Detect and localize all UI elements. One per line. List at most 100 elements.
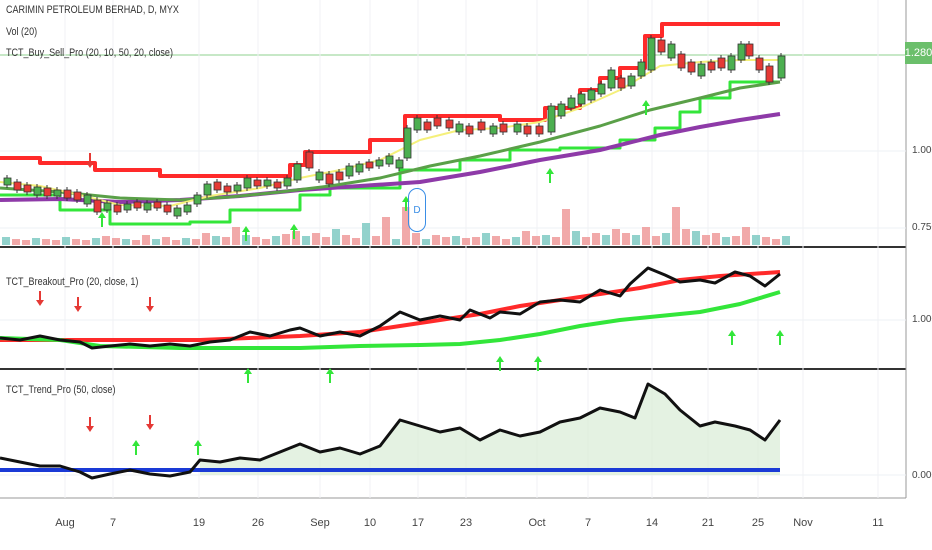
buy-arrow-icon — [642, 100, 650, 115]
candle-body — [163, 204, 172, 213]
volume-bar — [562, 209, 570, 245]
candle-body — [445, 119, 454, 129]
candle-body — [83, 194, 92, 205]
volume-bar — [482, 233, 490, 245]
volume-bar — [252, 237, 260, 245]
candle-body — [755, 57, 764, 71]
volume-bar — [82, 240, 90, 245]
volume-bar — [382, 217, 390, 245]
volume-bar — [752, 235, 760, 245]
candle-body — [477, 121, 486, 131]
volume-bar — [272, 236, 280, 245]
breakout-indicator-label: TCT_Breakout_Pro (20, close, 1) — [6, 276, 139, 288]
volume-bar — [232, 227, 240, 245]
candle-body — [183, 204, 192, 213]
sell-arrow-icon — [74, 297, 82, 312]
volume-bar — [692, 231, 700, 245]
candle-body — [433, 117, 442, 127]
buy-arrow-icon — [132, 440, 140, 455]
volume-bar — [632, 235, 640, 245]
candle-body — [3, 177, 12, 186]
candle-body — [607, 69, 616, 89]
x-tick: 7 — [109, 517, 117, 529]
candle-body — [355, 163, 364, 173]
candle-body — [567, 97, 576, 109]
volume-bar — [422, 239, 430, 245]
volume-bar — [172, 240, 180, 245]
candle-body — [523, 125, 532, 135]
slow-ma-line — [0, 112, 781, 204]
volume-bar — [582, 237, 590, 245]
volume-bar — [52, 240, 60, 245]
candle-body — [365, 161, 374, 169]
breakout-price-line — [0, 266, 781, 350]
volume-bar — [432, 235, 440, 245]
symbol-title: CARIMIN PETROLEUM BERHAD, D, MYX — [6, 4, 179, 16]
candle-body — [617, 77, 626, 89]
x-tick: 11 — [872, 517, 884, 529]
trend-indicator-label: TCT_Trend_Pro (50, close) — [6, 384, 116, 396]
volume-bar — [12, 239, 20, 245]
candle-body — [305, 151, 314, 169]
candle-body — [489, 125, 498, 135]
buy-arrow-icon — [326, 368, 334, 383]
candle-body — [647, 37, 656, 71]
volume-bar — [722, 237, 730, 245]
x-tick: 14 — [645, 517, 659, 529]
volume-bar — [652, 236, 660, 245]
volume-bar — [682, 229, 690, 245]
dividend-event-badge[interactable]: D — [408, 188, 426, 232]
volume-bar — [522, 231, 530, 245]
x-tick: 23 — [459, 517, 473, 529]
candle-body — [637, 61, 646, 77]
volume-bar — [462, 238, 470, 245]
candle-body — [113, 204, 122, 213]
volume-bar — [2, 237, 10, 245]
volume-bar — [152, 239, 160, 245]
volume-bar — [372, 236, 380, 245]
candle-body — [385, 155, 394, 165]
volume-bar — [142, 235, 150, 245]
buy-arrow-icon — [496, 356, 504, 371]
candle-body — [395, 159, 404, 169]
volume-bar — [492, 236, 500, 245]
sell-arrow-icon — [146, 297, 154, 312]
volume-bar — [622, 233, 630, 245]
buy-arrow-icon — [244, 368, 252, 383]
breakout-lower-line — [0, 290, 781, 350]
volume-bar — [762, 237, 770, 245]
candle-body — [243, 177, 252, 189]
candle-body — [627, 75, 636, 87]
volume-bar — [222, 237, 230, 245]
buy-sell-indicator-label: TCT_Buy_Sell_Pro (20, 10, 50, 20, close) — [6, 47, 173, 59]
candle-body — [765, 65, 774, 83]
volume-bar — [442, 237, 450, 245]
buy-arrow-icon — [534, 356, 542, 371]
volume-bar — [552, 237, 560, 245]
candle-body — [325, 173, 334, 185]
volume-bar — [412, 233, 420, 245]
volume-bar — [772, 239, 780, 245]
volume-bar — [342, 235, 350, 245]
candle-body — [737, 43, 746, 61]
candle-body — [203, 183, 212, 196]
candle-body — [13, 181, 22, 191]
candle-body — [23, 184, 32, 193]
candle-body — [423, 121, 432, 131]
volume-bar — [702, 235, 710, 245]
candle-body — [73, 191, 82, 201]
candle-body — [455, 123, 464, 133]
candle-body — [143, 202, 152, 211]
volume-bar — [472, 237, 480, 245]
buy-arrow-icon — [776, 330, 784, 345]
volume-bar — [642, 227, 650, 245]
candle-body — [707, 61, 716, 71]
candle-body — [413, 117, 422, 131]
volume-bar — [532, 236, 540, 245]
x-tick: 19 — [192, 517, 206, 529]
candle-body — [375, 159, 384, 167]
volume-bar — [302, 236, 310, 245]
volume-bar — [72, 239, 80, 245]
volume-bar — [92, 238, 100, 245]
